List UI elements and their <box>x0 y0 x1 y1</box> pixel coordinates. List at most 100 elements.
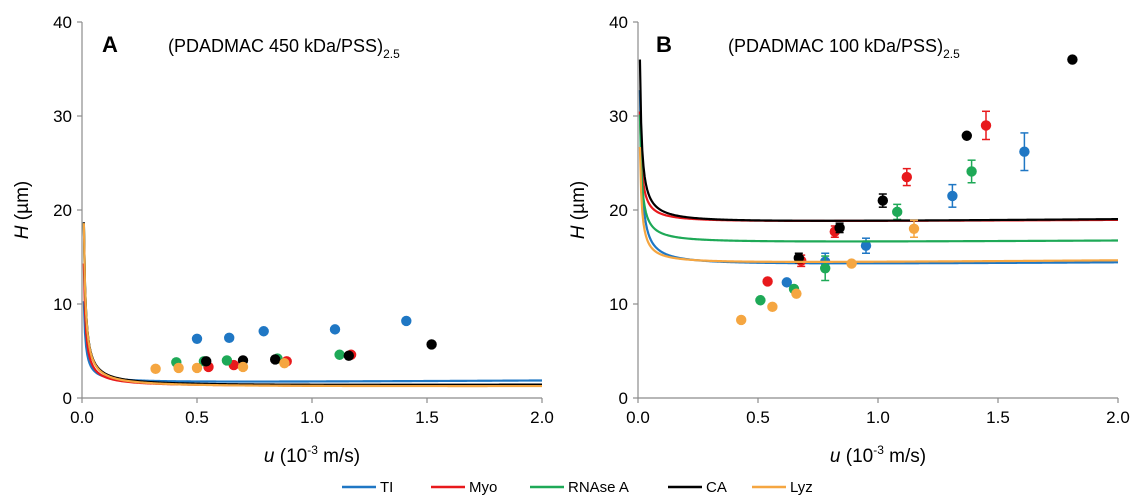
x-axis-label: u (10-3 m/s) <box>264 443 360 467</box>
data-point <box>426 339 437 350</box>
data-point <box>834 222 845 234</box>
legend-item-ca: CA <box>668 479 727 496</box>
fit-curve-ca <box>638 59 1118 222</box>
text-span: 2.5 <box>943 47 960 61</box>
x-tick-label: 1.0 <box>866 408 890 427</box>
y-tick-label: 30 <box>53 107 72 126</box>
series-lyz <box>638 146 1118 326</box>
y-tick-label: 40 <box>609 13 628 32</box>
data-point <box>401 315 412 327</box>
data-point <box>762 276 773 287</box>
panel-title: (PDADMAC 450 kDa/PSS)2.5 <box>168 36 400 61</box>
x-tick-label: 1.5 <box>415 408 439 427</box>
data-point <box>237 361 249 373</box>
text-span: (PDADMAC 450 kDa/PSS) <box>168 36 383 56</box>
fit-curve-lyz <box>638 146 1118 263</box>
data-point <box>270 354 281 365</box>
text-span: u <box>264 446 275 467</box>
fit-curve-rnase-a <box>82 222 542 387</box>
text-span: -3 <box>307 443 318 457</box>
x-tick-label: 1.5 <box>986 408 1010 427</box>
text-span: -3 <box>873 443 884 457</box>
data-point <box>846 258 857 269</box>
x-tick-label: 2.0 <box>530 408 554 427</box>
legend-label: RNAse A <box>568 479 629 496</box>
y-tick-label: 20 <box>609 201 628 220</box>
data-point <box>1067 54 1078 65</box>
text-span: (10 <box>274 446 307 467</box>
y-tick-label: 10 <box>609 295 628 314</box>
text-span: m/s) <box>318 446 360 467</box>
x-axis-label: u (10-3 m/s) <box>830 443 926 467</box>
text-span: (10 <box>840 446 873 467</box>
data-point <box>877 195 888 206</box>
series-ti <box>82 301 542 383</box>
chart-panel-B: 0.0 0.5 1.0 1.5 2.0 0 10 20 30 40 u (10-3 m/s) H (µ… <box>568 13 1130 467</box>
x-tick-label: 0.5 <box>185 408 209 427</box>
data-point <box>947 190 958 202</box>
data-point <box>966 166 977 177</box>
panel-title: (PDADMAC 100 kDa/PSS)2.5 <box>728 36 960 61</box>
text-span: u <box>830 446 841 467</box>
data-point <box>961 130 972 141</box>
data-point <box>201 356 212 367</box>
data-point <box>1019 146 1030 157</box>
y-tick-label: 30 <box>609 107 628 126</box>
series-ca <box>82 222 542 386</box>
x-tick-label: 1.0 <box>300 408 324 427</box>
legend-item-rnase-a: RNAse A <box>530 479 629 496</box>
data-point <box>279 358 290 369</box>
data-point <box>343 350 354 361</box>
x-tick-label: 2.0 <box>1106 408 1130 427</box>
chart-panel-A: 0.0 0.5 1.0 1.5 2.0 0 10 20 30 40 u (10-3 m/s) H (µ… <box>12 13 554 467</box>
y-axis-label: H (µm) <box>568 181 589 239</box>
data-point <box>221 355 233 366</box>
fit-curve-lyz <box>82 223 542 388</box>
data-point <box>334 349 345 360</box>
series-ca <box>638 54 1118 264</box>
panel-label: A <box>102 32 118 57</box>
legend-item-myo: Myo <box>431 479 497 496</box>
y-tick-label: 40 <box>53 13 72 32</box>
series-ti <box>638 90 1118 288</box>
legend-item-ti: TI <box>342 479 393 496</box>
data-point <box>767 301 778 313</box>
fit-curve-ti <box>638 90 1118 265</box>
x-tick-label: 0.0 <box>70 408 94 427</box>
data-point <box>191 362 203 374</box>
legend-label: TI <box>380 479 393 496</box>
data-point <box>329 324 341 335</box>
legend-label: CA <box>706 479 727 496</box>
legend-label: Lyz <box>790 479 813 496</box>
series-rnase-a <box>82 222 542 387</box>
y-tick-label: 10 <box>53 295 72 314</box>
y-axis-label: H (µm) <box>12 181 33 239</box>
fit-curve-rnase-a <box>638 114 1118 243</box>
y-tick-label: 0 <box>63 389 72 408</box>
x-tick-label: 0.5 <box>746 408 770 427</box>
fit-curve-ti <box>82 301 542 383</box>
panel-label: B <box>656 32 672 57</box>
data-point <box>793 252 804 264</box>
data-point <box>150 363 161 375</box>
y-tick-label: 0 <box>619 389 628 408</box>
text-span: (µm) <box>12 181 33 226</box>
series-rnase-a <box>638 114 1118 306</box>
data-point <box>892 206 903 218</box>
data-point <box>781 277 792 288</box>
data-point <box>980 120 992 131</box>
data-point <box>173 362 184 374</box>
data-point <box>860 240 872 251</box>
data-point <box>258 326 269 337</box>
fit-curve-ca <box>82 222 542 386</box>
text-span: (µm) <box>568 181 589 226</box>
x-tick-label: 0.0 <box>626 408 650 427</box>
data-point <box>755 295 766 306</box>
legend-item-lyz: Lyz <box>752 479 813 496</box>
data-point <box>191 333 203 344</box>
data-point <box>736 314 747 326</box>
y-tick-label: 20 <box>53 201 72 220</box>
legend: TI Myo RNAse A CA Lyz <box>342 479 813 496</box>
legend-label: Myo <box>469 479 497 496</box>
